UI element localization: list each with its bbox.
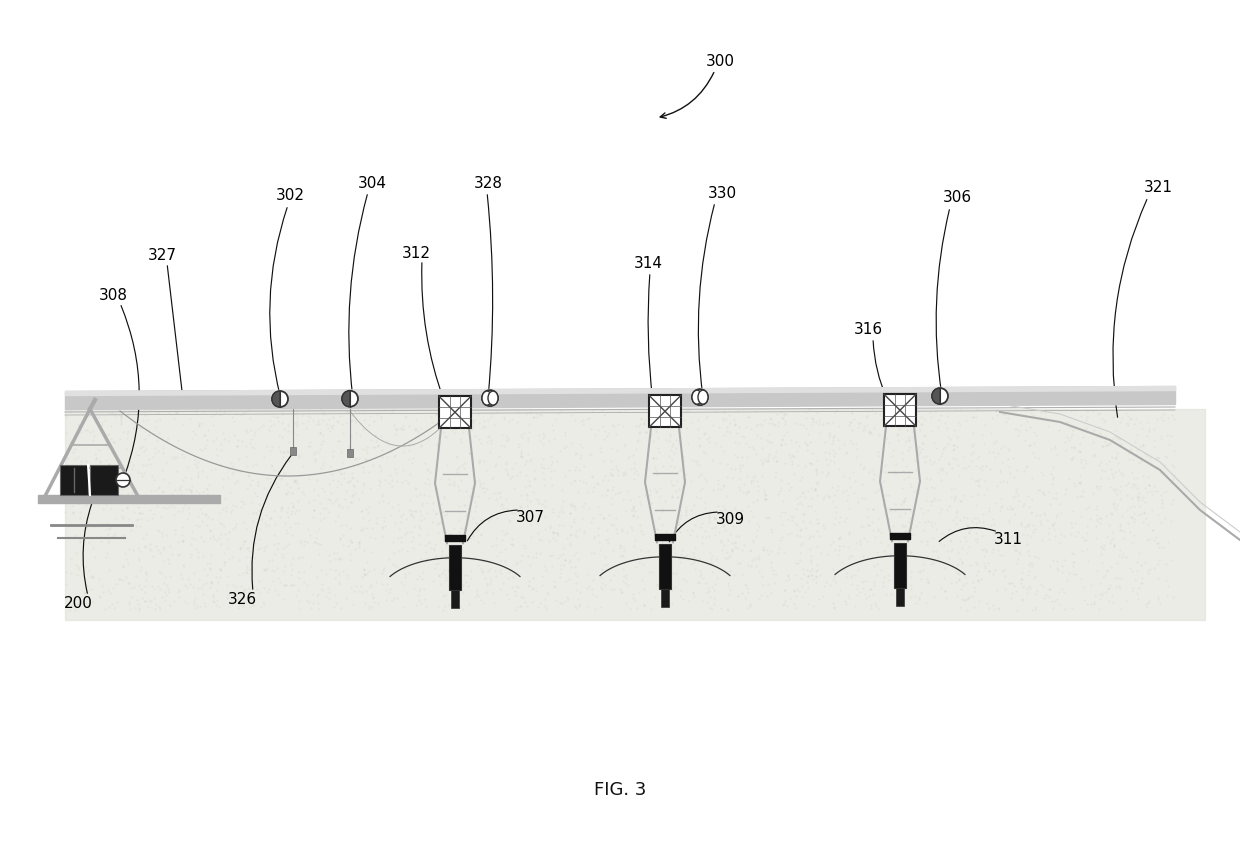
Bar — [60, 465, 88, 495]
Text: 309: 309 — [715, 513, 744, 528]
Text: 302: 302 — [275, 188, 305, 202]
Bar — [894, 543, 906, 588]
Circle shape — [932, 388, 949, 404]
Bar — [897, 588, 904, 607]
Ellipse shape — [692, 390, 702, 404]
Text: FIG. 3: FIG. 3 — [594, 781, 646, 799]
Ellipse shape — [482, 391, 492, 405]
Wedge shape — [342, 391, 350, 407]
Ellipse shape — [489, 391, 498, 405]
Text: 321: 321 — [1143, 180, 1173, 195]
Text: 307: 307 — [516, 509, 544, 525]
Bar — [661, 590, 670, 607]
Circle shape — [117, 473, 130, 487]
Text: 300: 300 — [706, 54, 734, 69]
Ellipse shape — [698, 390, 708, 404]
Bar — [658, 544, 671, 590]
Text: 330: 330 — [708, 185, 737, 201]
Bar — [449, 545, 461, 591]
Bar — [649, 395, 681, 427]
Text: 304: 304 — [357, 175, 387, 190]
Text: 327: 327 — [148, 248, 176, 262]
Wedge shape — [932, 388, 940, 404]
Text: 328: 328 — [474, 175, 502, 190]
Text: 312: 312 — [402, 245, 430, 261]
Circle shape — [692, 389, 708, 405]
Circle shape — [342, 391, 358, 407]
Bar — [290, 447, 296, 455]
Text: 316: 316 — [853, 322, 883, 338]
Bar — [347, 449, 353, 457]
Circle shape — [482, 390, 498, 406]
Bar — [451, 591, 459, 608]
Wedge shape — [272, 391, 280, 407]
Text: 308: 308 — [98, 288, 128, 303]
Text: 314: 314 — [634, 255, 662, 271]
Text: 306: 306 — [942, 190, 972, 206]
Bar — [91, 465, 118, 495]
Bar — [439, 396, 471, 428]
Text: 326: 326 — [227, 592, 257, 607]
Circle shape — [272, 391, 288, 407]
Text: 200: 200 — [63, 596, 93, 611]
Text: 311: 311 — [993, 532, 1023, 547]
Bar — [884, 394, 916, 426]
